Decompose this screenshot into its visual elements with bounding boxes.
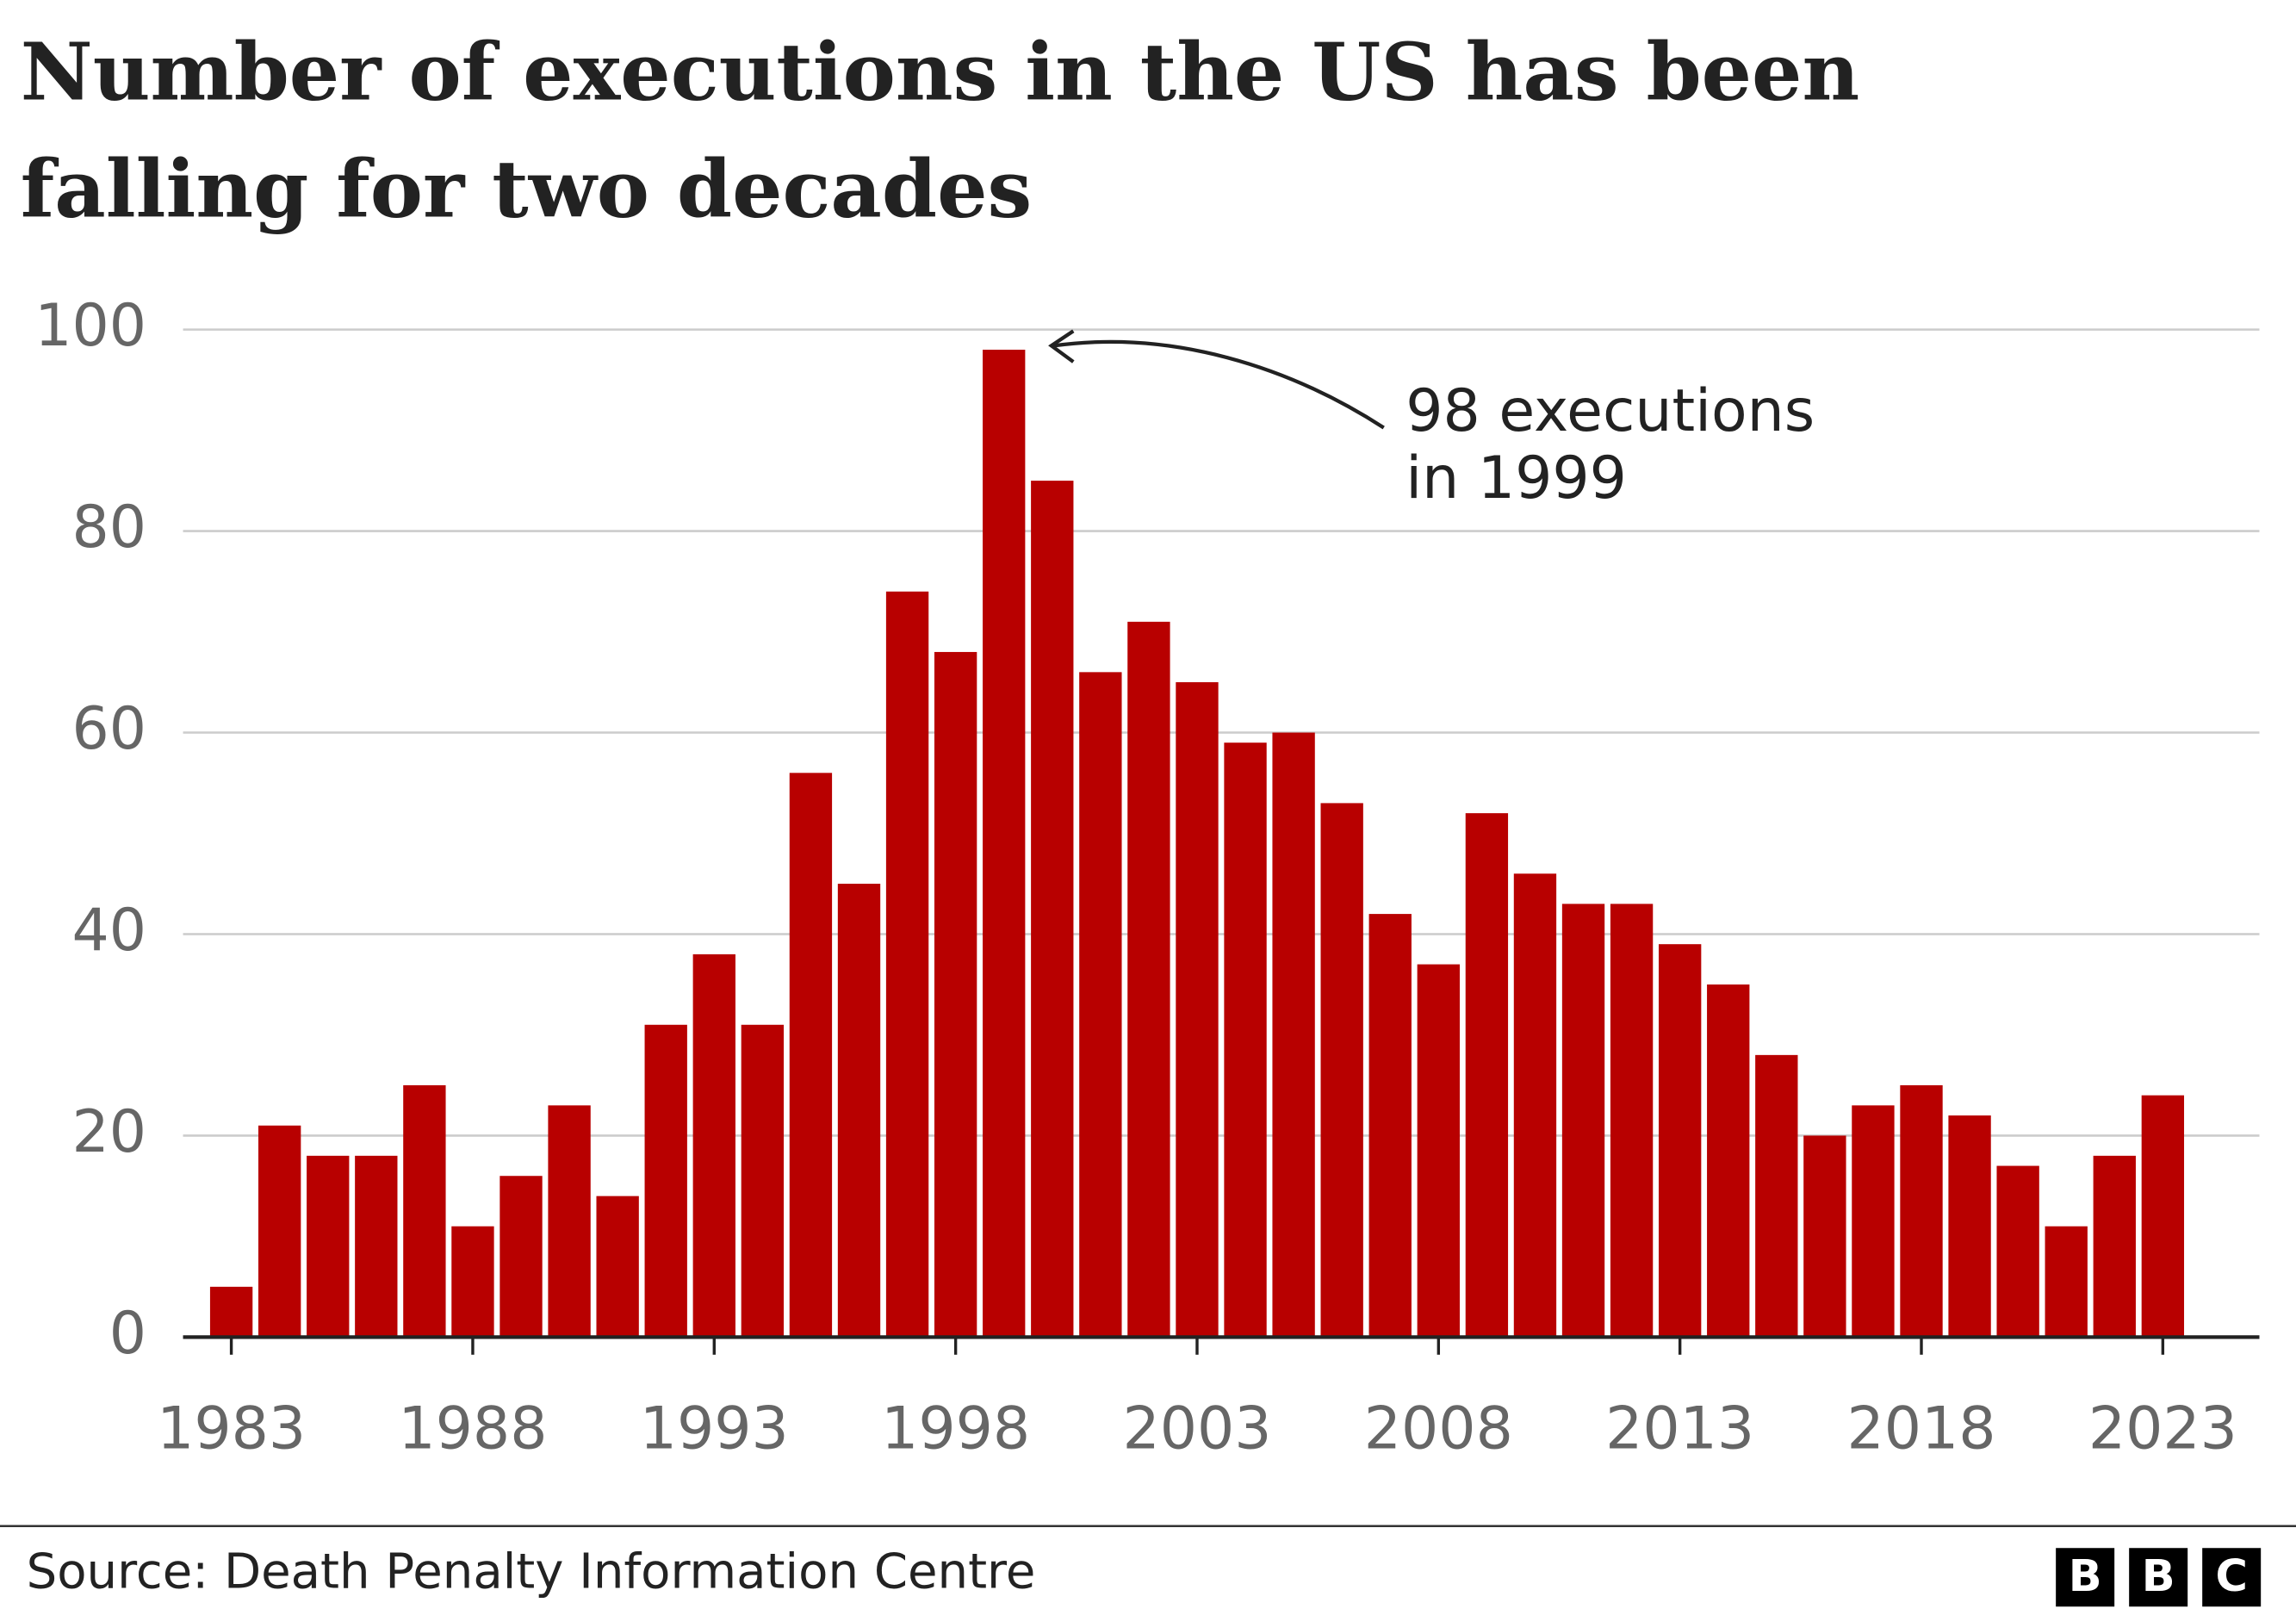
bar xyxy=(1368,914,1412,1338)
x-tick-label: 1983 xyxy=(157,1394,306,1463)
annotation: 98 executions xyxy=(1406,377,1815,445)
bar xyxy=(644,1024,687,1338)
x-tick-label: 2003 xyxy=(1122,1394,1271,1463)
logo-box xyxy=(2202,1548,2262,1607)
x-tick-label: 2023 xyxy=(2088,1394,2237,1463)
bar xyxy=(885,591,929,1338)
y-tick-label: 80 xyxy=(71,494,146,562)
bar xyxy=(789,773,833,1338)
bar xyxy=(837,883,881,1338)
bar xyxy=(1610,904,1654,1338)
y-tick-label: 20 xyxy=(71,1098,146,1166)
bar xyxy=(1417,964,1460,1338)
x-tick-label: 2018 xyxy=(1846,1394,1995,1463)
bar xyxy=(1755,1054,1798,1338)
bar xyxy=(1031,481,1074,1338)
logo: B B C xyxy=(2056,1548,2262,1607)
bar xyxy=(2093,1155,2136,1338)
bar xyxy=(1176,682,1219,1338)
bar xyxy=(1996,1165,2039,1338)
bar xyxy=(1272,732,1315,1338)
y-tick-label: 0 xyxy=(109,1300,146,1368)
x-tick-label: 2008 xyxy=(1364,1394,1513,1463)
bar xyxy=(692,953,735,1338)
bar xyxy=(2045,1226,2088,1338)
x-tick-label: 1993 xyxy=(640,1394,789,1463)
bar xyxy=(596,1196,639,1338)
logo-letter: C xyxy=(2215,1551,2247,1602)
bar xyxy=(1948,1115,1991,1338)
annotation: in 1999 xyxy=(1406,444,1627,512)
y-tick-label: 100 xyxy=(34,292,146,360)
bar xyxy=(1707,984,1750,1338)
bar xyxy=(307,1155,350,1338)
annotation-arrow xyxy=(1053,339,1385,430)
bar xyxy=(548,1105,591,1338)
x-tick-label: 1988 xyxy=(398,1394,547,1463)
x-tick-label: 1998 xyxy=(881,1394,1030,1463)
logo-box xyxy=(2129,1548,2188,1607)
y-tick-label: 40 xyxy=(71,897,146,965)
bar xyxy=(1513,873,1557,1338)
bar xyxy=(1561,904,1605,1338)
annotation-arrowhead xyxy=(1048,329,1075,363)
bar xyxy=(258,1125,301,1338)
bar xyxy=(403,1084,446,1338)
bar xyxy=(1465,813,1509,1338)
logo-box xyxy=(2056,1548,2115,1607)
bar xyxy=(1320,803,1363,1338)
bar xyxy=(934,651,977,1338)
bar xyxy=(1127,621,1170,1338)
plot-area: 0 20 40 60 80 100 1983 1988 1993 1998 2003 2008 2013… xyxy=(34,292,2260,1463)
bar xyxy=(1079,672,1122,1338)
bar xyxy=(1658,944,1702,1338)
bar xyxy=(1224,742,1267,1338)
logo-letter: B xyxy=(2069,1551,2102,1602)
y-tick-label: 60 xyxy=(71,695,146,763)
bar xyxy=(451,1226,494,1338)
x-tick-label: 2013 xyxy=(1605,1394,1754,1463)
bar xyxy=(209,1286,253,1338)
bar xyxy=(741,1024,785,1338)
logo-letter: B xyxy=(2142,1551,2175,1602)
bar xyxy=(1900,1084,1943,1338)
bar xyxy=(1803,1135,1846,1338)
bar xyxy=(2141,1095,2185,1338)
bar xyxy=(983,350,1026,1338)
chart-title: Number of executions in the US has been xyxy=(21,26,1859,119)
chart-title: falling for two decades xyxy=(21,143,1032,236)
bar xyxy=(500,1176,543,1338)
source: Source: Death Penalty Information Centre xyxy=(27,1544,1036,1599)
bar xyxy=(1852,1105,1895,1338)
bar xyxy=(355,1155,398,1338)
